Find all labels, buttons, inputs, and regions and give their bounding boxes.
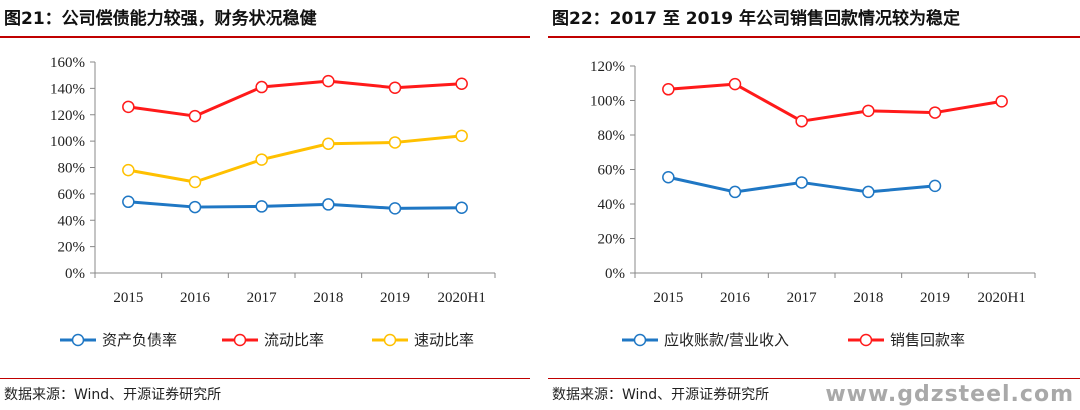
data-point (928, 179, 942, 193)
solvency-line-chart: 0% 20% 40% 60% 80% 100% 120% 140% 160% 2015 2016 20… (50, 55, 496, 349)
x-tick-label: 2018 (853, 290, 883, 306)
y-tick-label: 160% (50, 55, 85, 71)
y-tick-label: 80% (58, 161, 86, 177)
legend-swatch-marker (859, 333, 873, 347)
x-tick-label: 2017 (787, 290, 818, 306)
chart-title: 图21：公司偿债能力较强，财务状况稳健 (4, 9, 317, 29)
legend-swatch-marker (233, 333, 247, 347)
data-point (862, 104, 875, 118)
data-point (728, 77, 742, 91)
data-point (255, 153, 268, 166)
legend-label: 销售回款率 (890, 331, 965, 349)
data-point (662, 83, 675, 96)
legend-label: 资产负债率 (102, 331, 177, 349)
y-tick-label: 40% (598, 197, 626, 213)
data-point (662, 171, 675, 184)
y-tick-label: 100% (590, 94, 625, 110)
y-tick-label: 0% (605, 266, 625, 282)
series-line (128, 200, 462, 210)
source-rule (548, 378, 1080, 379)
legend-label: 流动比率 (264, 331, 324, 349)
legend-swatch-marker (633, 333, 647, 347)
x-tick-label: 2016 (180, 290, 211, 306)
x-tick-label: 2018 (313, 290, 343, 306)
data-point (322, 137, 335, 151)
watermark: www.gdzsteel.com (825, 382, 1074, 407)
data-point (188, 200, 202, 214)
data-point (795, 176, 808, 189)
left-chart-panel: 图21：公司偿债能力较强，财务状况稳健 0% 20% 40% 60% 80% 100% 12… (0, 0, 530, 410)
data-point (188, 175, 202, 189)
data-point (862, 185, 875, 199)
data-point (122, 195, 135, 209)
y-tick-label: 60% (598, 163, 626, 179)
series-line (128, 79, 462, 118)
x-tick-label: 2020H1 (437, 290, 485, 306)
x-tick-label: 2015 (653, 290, 683, 306)
data-point (995, 95, 1008, 108)
data-point (928, 106, 942, 119)
y-tick-label: 140% (50, 81, 85, 97)
y-tick-label: 0% (65, 266, 85, 282)
y-tick-label: 120% (590, 59, 625, 75)
y-tick-label: 60% (58, 187, 86, 203)
y-tick-label: 40% (58, 213, 86, 229)
data-point (728, 185, 742, 199)
x-tick-label: 2017 (247, 290, 278, 306)
data-point (388, 81, 402, 94)
collection-line-chart: 0% 20% 40% 60% 80% 100% 120% 2015 2016 2017 2018 20… (590, 59, 1036, 349)
data-point (255, 80, 268, 94)
data-point (388, 202, 402, 215)
data-point (122, 100, 135, 114)
right-chart-panel: 图22：2017 至 2019 年公司销售回款情况较为稳定 0% 20% 40% 60… (548, 0, 1080, 410)
title-rule (548, 36, 1080, 38)
legend-label: 速动比率 (414, 331, 474, 349)
y-tick-label: 20% (598, 232, 626, 248)
x-tick-label: 2019 (920, 290, 950, 306)
y-tick-label: 120% (50, 108, 85, 124)
data-point (455, 129, 468, 143)
y-tick-label: 80% (598, 128, 626, 144)
legend-swatch-marker (71, 333, 85, 347)
x-tick-label: 2015 (113, 290, 143, 306)
data-point (122, 163, 135, 177)
x-tick-label: 2016 (720, 290, 751, 306)
data-point (322, 74, 335, 88)
data-point (255, 200, 268, 213)
x-tick-label: 2019 (380, 290, 410, 306)
source-note: 数据来源：Wind、开源证券研究所 (4, 387, 222, 403)
data-point (455, 201, 468, 214)
x-tick-label: 2020H1 (977, 290, 1025, 306)
y-tick-label: 20% (58, 240, 86, 256)
series-line (668, 82, 1002, 123)
data-point (188, 109, 202, 123)
legend-swatch-marker (383, 333, 397, 347)
data-point (455, 77, 468, 91)
data-point (388, 136, 402, 149)
series-line (128, 134, 462, 184)
source-rule (0, 378, 530, 379)
y-tick-label: 100% (50, 134, 85, 150)
data-point (795, 114, 808, 128)
chart-title: 图22：2017 至 2019 年公司销售回款情况较为稳定 (552, 9, 961, 29)
data-point (322, 198, 335, 211)
source-note: 数据来源：Wind、开源证券研究所 (552, 387, 770, 403)
title-rule (0, 36, 530, 38)
legend-label: 应收账款/营业收入 (664, 331, 789, 349)
